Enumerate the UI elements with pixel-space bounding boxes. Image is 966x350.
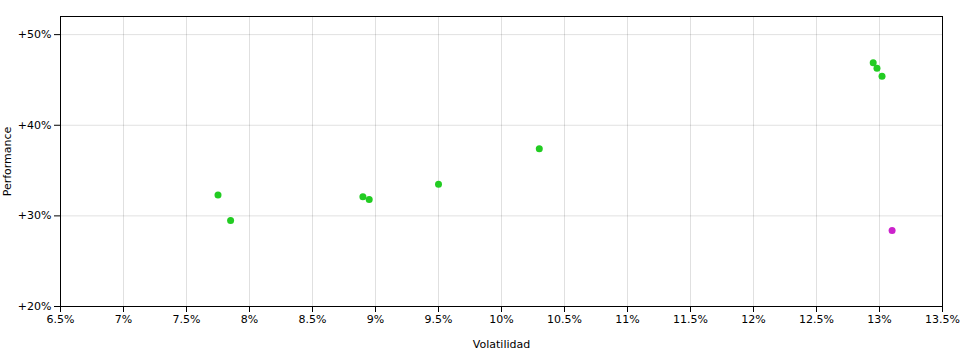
- svg-text:7.5%: 7.5%: [173, 313, 201, 326]
- svg-text:8%: 8%: [241, 313, 258, 326]
- svg-text:+30%: +30%: [18, 209, 52, 222]
- svg-text:Volatilidad: Volatilidad: [473, 338, 530, 350]
- svg-text:6.5%: 6.5%: [47, 313, 75, 326]
- svg-text:+50%: +50%: [18, 28, 52, 41]
- svg-text:13.5%: 13.5%: [925, 313, 960, 326]
- svg-text:11.5%: 11.5%: [673, 313, 708, 326]
- svg-text:7%: 7%: [115, 313, 132, 326]
- svg-text:11%: 11%: [615, 313, 639, 326]
- svg-text:+20%: +20%: [18, 300, 52, 313]
- svg-text:8.5%: 8.5%: [299, 313, 327, 326]
- svg-text:9%: 9%: [367, 313, 384, 326]
- svg-text:13%: 13%: [867, 313, 891, 326]
- svg-text:12%: 12%: [741, 313, 765, 326]
- svg-text:10.5%: 10.5%: [547, 313, 582, 326]
- svg-text:+40%: +40%: [18, 119, 52, 132]
- svg-text:9.5%: 9.5%: [425, 313, 453, 326]
- svg-text:12.5%: 12.5%: [799, 313, 834, 326]
- svg-text:Performance: Performance: [1, 126, 14, 196]
- svg-text:10%: 10%: [489, 313, 513, 326]
